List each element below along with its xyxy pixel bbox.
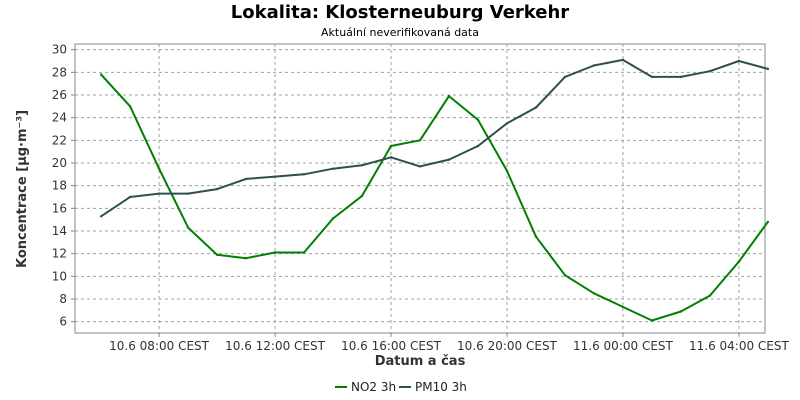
data-point-pm10-3h [302,173,306,176]
y-tick-label: 10 [52,269,67,283]
data-point-no2-3h [592,292,596,295]
data-point-no2-3h [273,251,277,254]
data-point-no2-3h [99,73,103,76]
y-tick-label: 18 [52,179,67,193]
data-point-no2-3h [157,167,161,170]
y-tick-label: 16 [52,201,67,215]
data-point-no2-3h [476,118,480,122]
x-tick-label: 10.6 08:00 CEST [109,339,210,353]
plot-area [74,43,766,334]
y-tick-label: 6 [59,315,67,329]
data-point-pm10-3h [534,106,538,109]
y-axis-ticks: 6 8 10 12 14 16 18 20 22 24 26 28 30 [52,43,75,329]
grid-lines [75,44,765,333]
series-lines [99,58,770,322]
data-point-pm10-3h [360,164,364,167]
data-point-no2-3h [447,94,451,98]
y-tick-label: 26 [52,88,67,102]
data-point-no2-3h [302,251,306,254]
data-point-pm10-3h [215,187,219,191]
y-tick-label: 30 [52,43,67,57]
data-point-pm10-3h [592,64,596,67]
chart-title: Lokalita: Klosterneuburg Verkehr [231,2,570,23]
y-tick-label: 8 [59,292,67,306]
chart-subtitle: Aktuální neverifikovaná data [321,26,479,39]
data-point-no2-3h [186,226,190,229]
data-point-no2-3h [650,319,654,322]
data-point-pm10-3h [505,122,509,125]
data-point-no2-3h [360,194,364,198]
data-point-no2-3h [244,257,248,260]
series-line-no2-3h [100,73,769,322]
y-axis-label: Koncentrace [µg·m⁻³] [15,110,30,268]
x-axis-ticks: 10.6 08:00 CEST 10.6 12:00 CEST 10.6 16:00… [109,333,789,353]
data-point-no2-3h [215,253,219,256]
data-point-no2-3h [534,235,538,238]
data-point-pm10-3h [186,192,190,195]
legend-label: NO2 3h [351,380,396,394]
data-point-no2-3h [708,294,712,297]
data-point-no2-3h [737,260,741,263]
data-point-no2-3h [766,220,770,224]
x-axis-label: Datum a čas [375,354,466,369]
x-tick-label: 10.6 20:00 CEST [457,339,558,353]
data-point-pm10-3h [244,177,248,181]
y-tick-label: 14 [52,224,67,238]
data-point-pm10-3h [476,144,480,148]
data-point-no2-3h [679,310,683,313]
data-point-pm10-3h [331,167,335,170]
data-point-no2-3h [563,274,567,277]
y-tick-label: 28 [52,65,67,79]
y-tick-label: 22 [52,133,67,147]
data-point-pm10-3h [708,70,712,73]
data-point-pm10-3h [157,192,161,195]
data-point-pm10-3h [273,175,277,178]
data-point-pm10-3h [99,215,103,218]
y-tick-label: 20 [52,156,67,170]
data-point-pm10-3h [389,156,393,159]
data-point-no2-3h [621,305,625,309]
data-point-pm10-3h [679,75,683,79]
y-tick-label: 12 [52,247,67,261]
x-tick-label: 10.6 12:00 CEST [225,339,326,353]
series-line-pm10-3h [100,58,769,218]
data-point-pm10-3h [563,75,567,79]
data-point-no2-3h [505,169,509,173]
y-tick-label: 24 [52,111,67,125]
x-tick-label: 11.6 04:00 CEST [689,339,790,353]
data-point-no2-3h [128,105,132,108]
data-point-no2-3h [418,139,422,142]
data-point-pm10-3h [418,165,422,168]
legend: NO2 3h PM10 3h [335,380,467,394]
x-tick-label: 10.6 16:00 CEST [341,339,442,353]
data-point-pm10-3h [650,75,654,79]
legend-label: PM10 3h [415,380,467,394]
data-point-pm10-3h [621,58,625,62]
data-point-no2-3h [389,144,393,148]
data-point-pm10-3h [737,59,741,63]
data-point-pm10-3h [766,67,770,71]
data-point-no2-3h [331,217,335,220]
data-point-pm10-3h [447,158,451,161]
data-point-pm10-3h [128,195,132,199]
x-tick-label: 11.6 00:00 CEST [573,339,674,353]
